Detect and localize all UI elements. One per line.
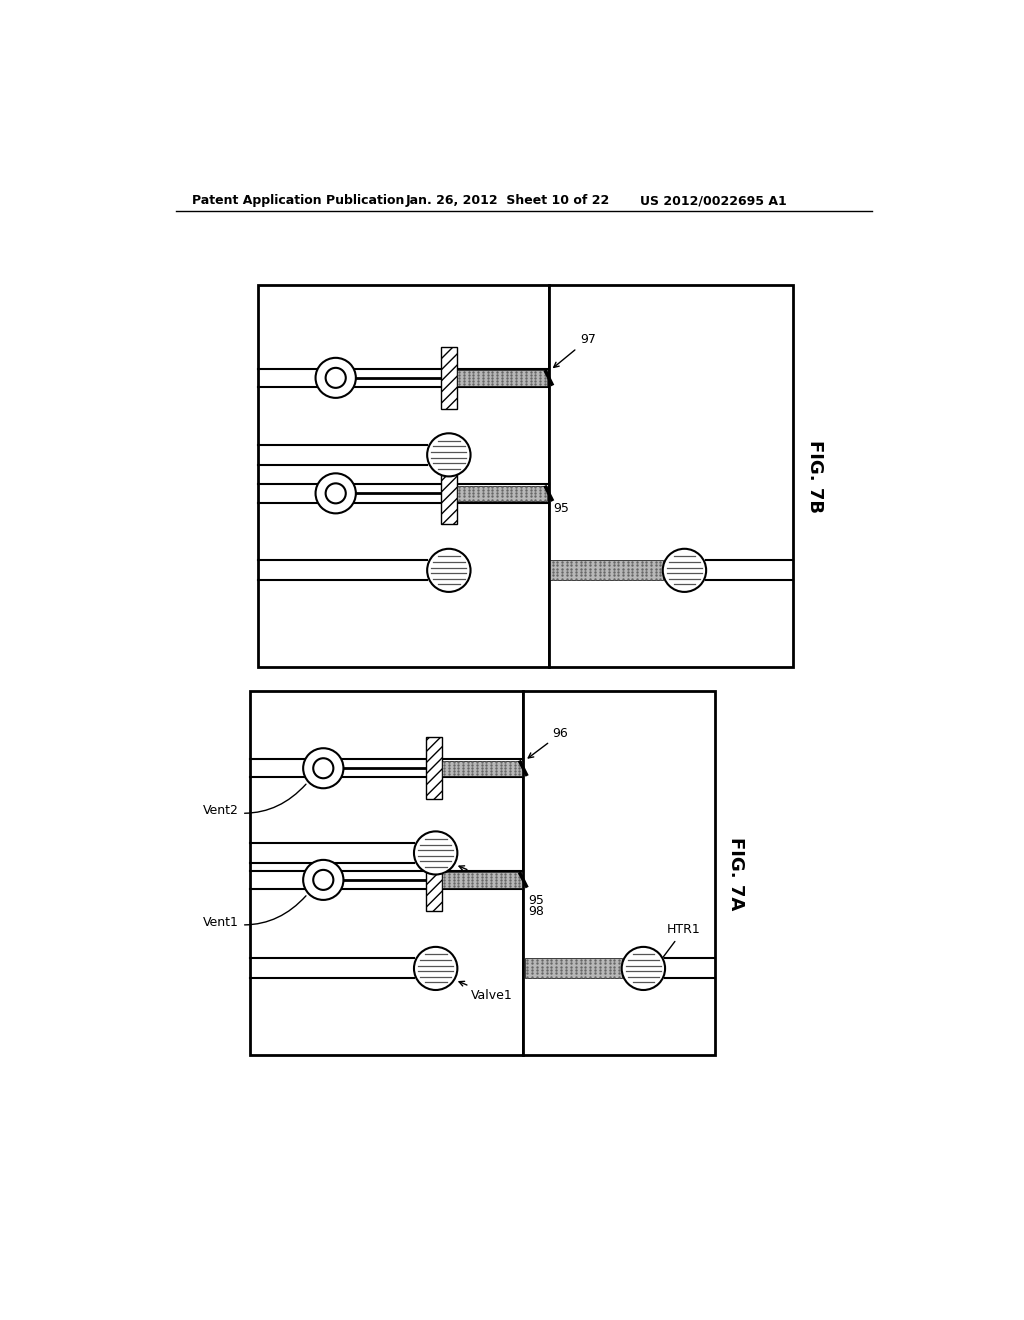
Text: HTR1: HTR1	[663, 924, 700, 958]
Bar	[442, 760, 521, 776]
Circle shape	[315, 358, 356, 397]
Text: Vent2: Vent2	[203, 784, 306, 817]
Text: Valve2: Valve2	[459, 866, 512, 887]
Bar	[457, 370, 547, 385]
Circle shape	[622, 946, 665, 990]
Circle shape	[326, 483, 346, 503]
Bar	[550, 560, 663, 581]
Bar	[426, 849, 442, 911]
Bar	[442, 873, 521, 887]
Circle shape	[303, 859, 343, 900]
Text: 96: 96	[528, 727, 568, 758]
Text: US 2012/0022695 A1: US 2012/0022695 A1	[640, 194, 786, 207]
Bar	[250, 692, 523, 1056]
Bar	[457, 486, 547, 502]
Text: FIG. 7B: FIG. 7B	[806, 440, 823, 512]
Text: Patent Application Publication: Patent Application Publication	[191, 194, 403, 207]
Circle shape	[663, 549, 707, 591]
Bar	[258, 285, 549, 667]
Text: Jan. 26, 2012  Sheet 10 of 22: Jan. 26, 2012 Sheet 10 of 22	[406, 194, 609, 207]
Circle shape	[427, 433, 471, 477]
Text: 97: 97	[554, 333, 596, 367]
Text: 95: 95	[528, 894, 544, 907]
Circle shape	[313, 870, 334, 890]
Circle shape	[303, 748, 343, 788]
Circle shape	[313, 758, 334, 779]
Circle shape	[315, 474, 356, 513]
Bar	[524, 958, 622, 978]
Text: Valve1: Valve1	[459, 981, 512, 1002]
Bar	[441, 462, 457, 524]
Text: 95: 95	[554, 502, 569, 515]
Text: 98: 98	[528, 904, 544, 917]
Bar	[426, 738, 442, 799]
Bar	[549, 285, 793, 667]
Text: FIG. 7A: FIG. 7A	[727, 837, 745, 909]
Bar	[523, 692, 715, 1056]
Circle shape	[427, 549, 471, 591]
Bar	[441, 347, 457, 409]
Circle shape	[414, 946, 458, 990]
Circle shape	[414, 832, 458, 875]
Text: Vent1: Vent1	[203, 896, 306, 929]
Circle shape	[326, 368, 346, 388]
